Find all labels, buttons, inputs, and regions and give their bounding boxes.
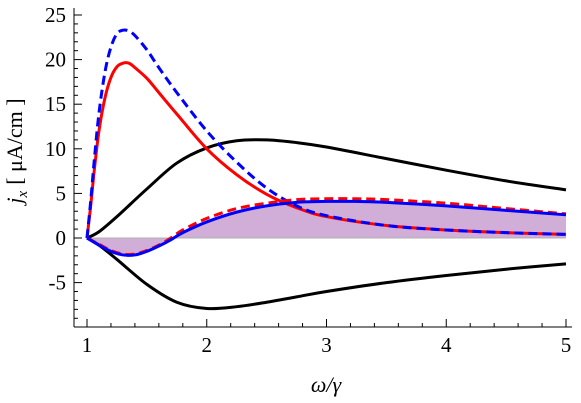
tick-layer <box>74 14 567 327</box>
series-line-6 <box>86 199 567 257</box>
y-axis-label-symbol: j <box>2 197 27 206</box>
y-tick-label: 20 <box>45 48 66 72</box>
tick-label-layer: 1 2 3 4 5 -5 0 5 10 15 20 25 <box>45 3 571 357</box>
shaded-area <box>87 201 566 256</box>
series-layer <box>85 28 567 311</box>
series-line-2 <box>86 236 567 311</box>
x-tick-label: 2 <box>202 333 213 357</box>
y-tick-label: 5 <box>56 181 67 205</box>
series-line-4 <box>85 28 567 239</box>
plot-frame <box>73 8 572 328</box>
y-tick-label: 0 <box>56 226 67 250</box>
y-axis-label: jx [ μA/cm ] <box>2 98 31 206</box>
y-tick-label: 25 <box>45 3 66 27</box>
y-axis-label-unit: [ μA/cm ] <box>2 98 27 184</box>
shaded-region-layer <box>87 201 566 256</box>
x-tick-label: 4 <box>441 333 452 357</box>
y-axis-label-subscript: x <box>15 190 31 198</box>
series-line-1 <box>86 138 567 240</box>
x-tick-label: 5 <box>561 333 572 357</box>
y-tick-label: 15 <box>45 92 66 116</box>
y-tick-label: -5 <box>49 271 67 295</box>
y-tick-label: 10 <box>45 137 66 161</box>
x-tick-label: 3 <box>321 333 332 357</box>
series-line-5 <box>86 197 567 257</box>
x-axis-label: ω/γ <box>311 372 343 397</box>
x-tick-label: 1 <box>82 333 93 357</box>
